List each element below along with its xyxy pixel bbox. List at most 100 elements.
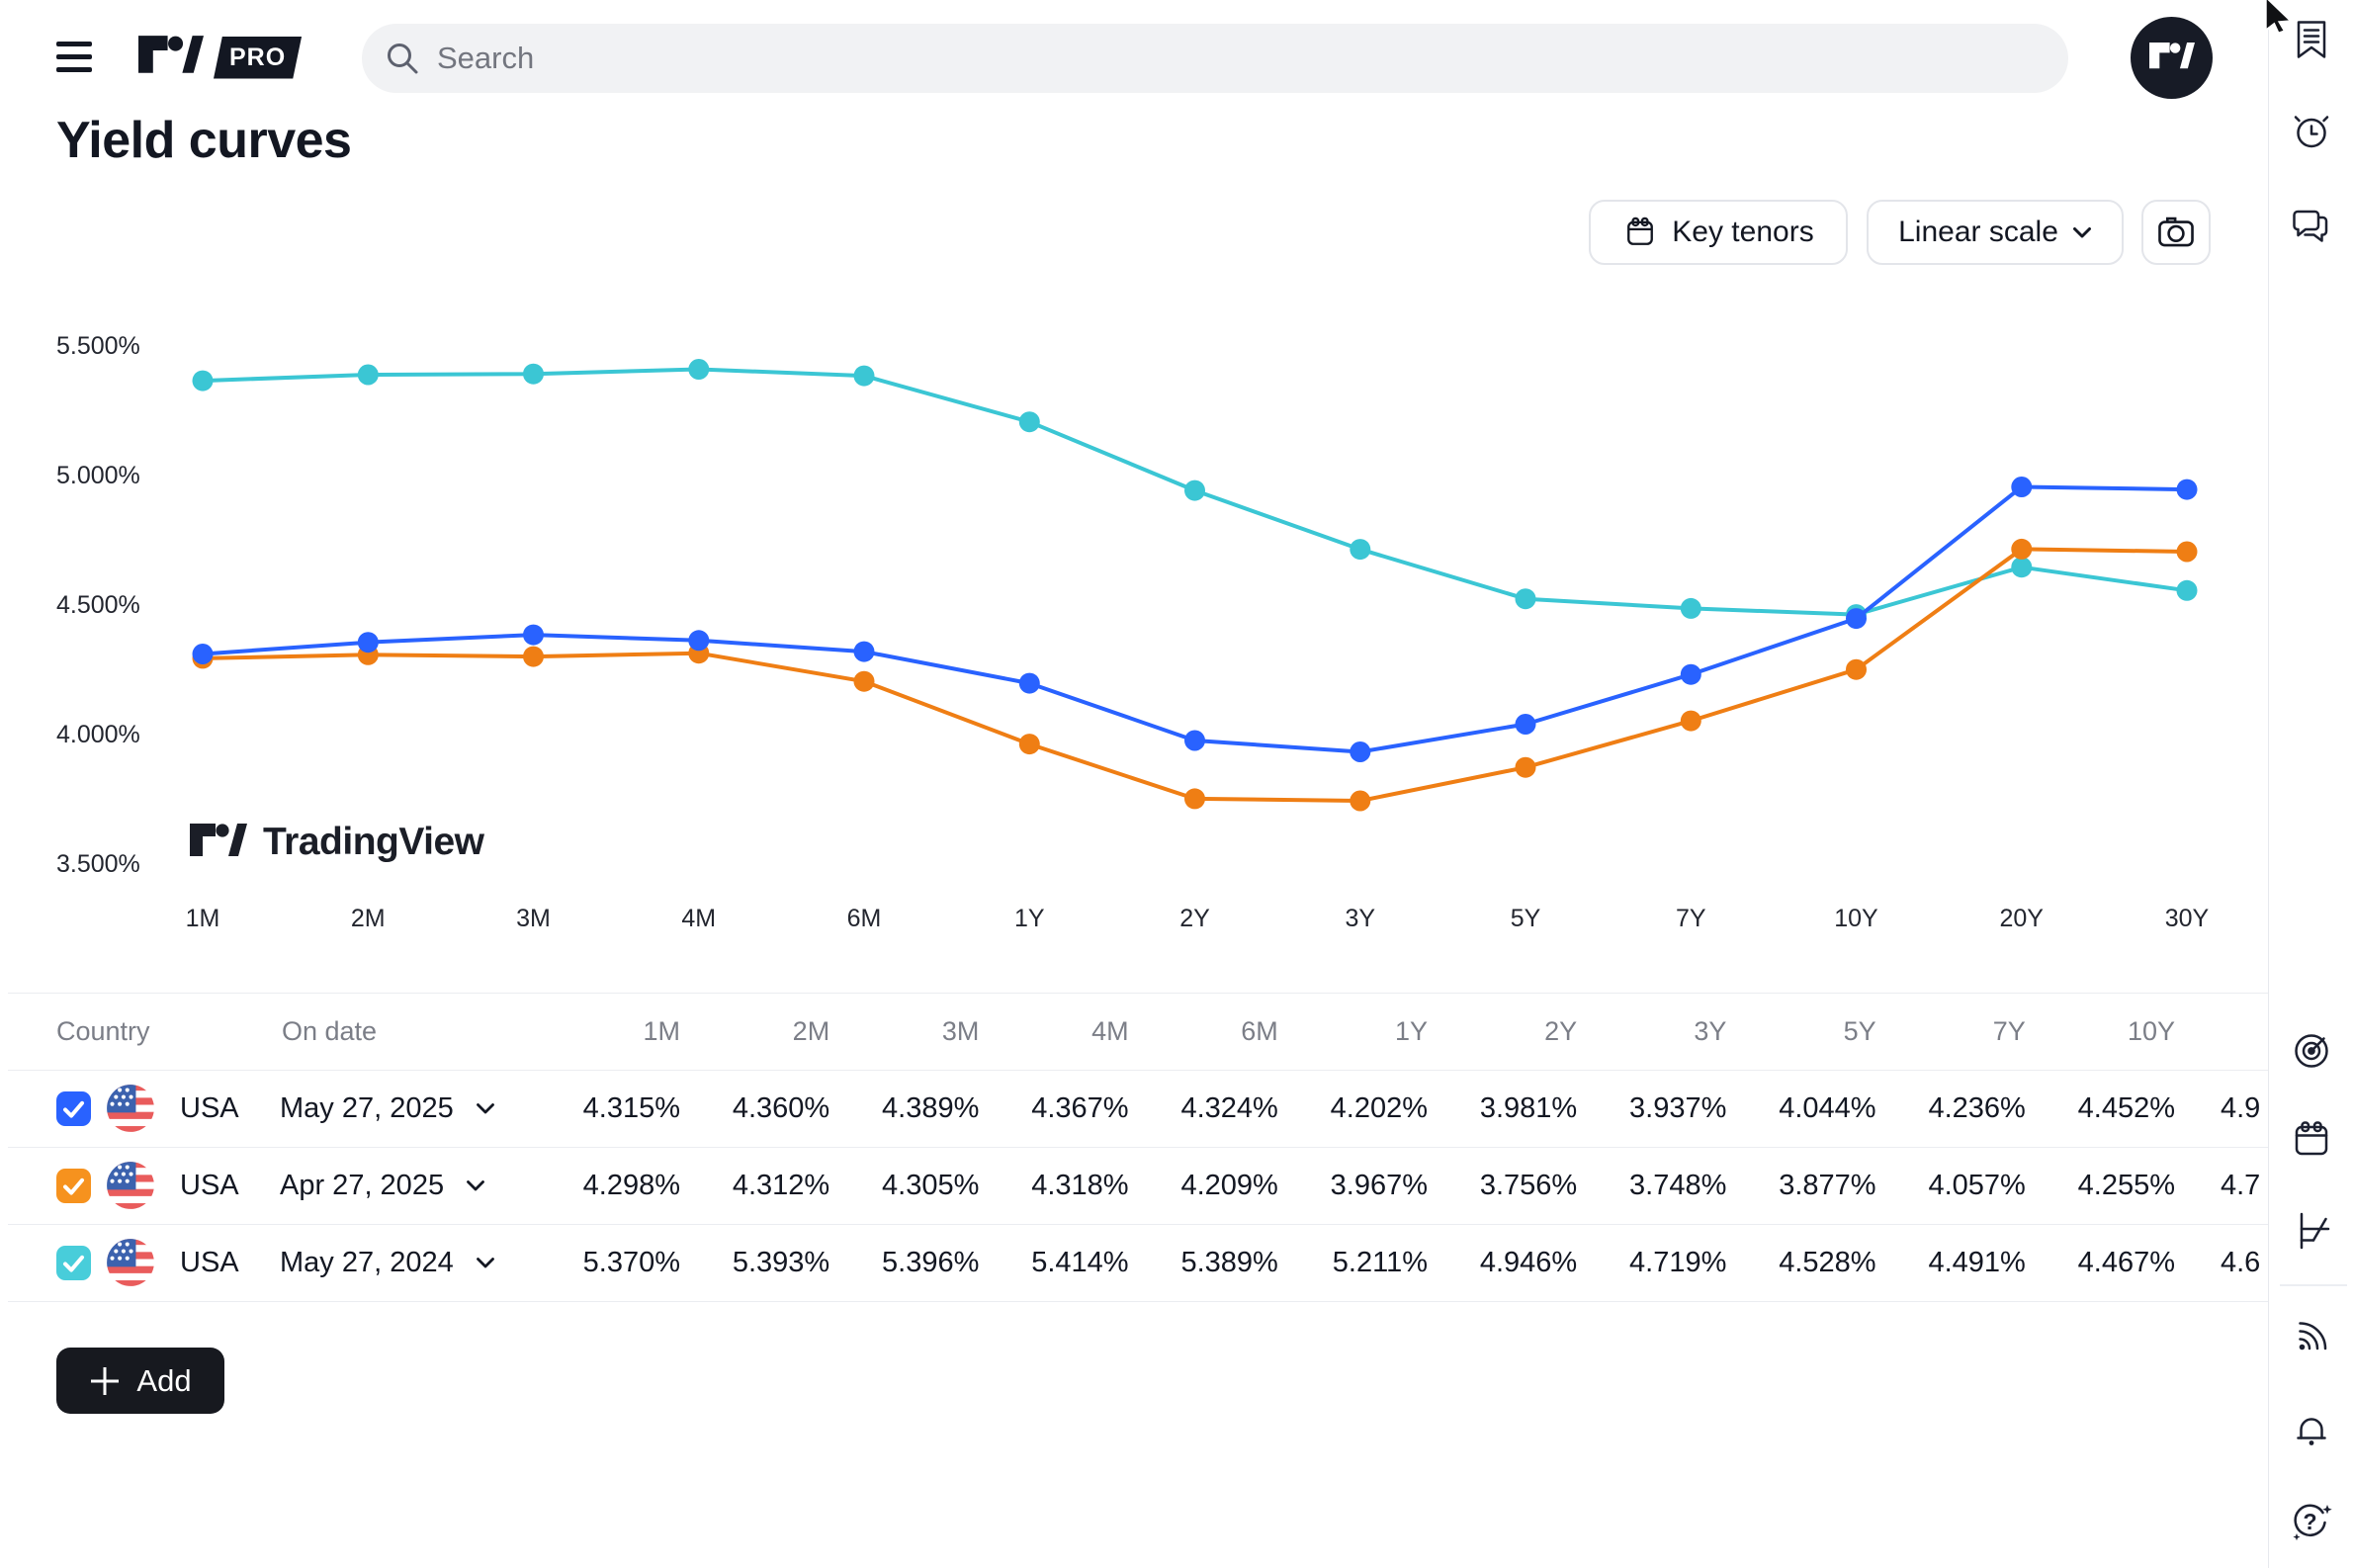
screener-radar-icon[interactable]	[2289, 1027, 2334, 1073]
tradingview-mark-icon	[2148, 42, 2195, 74]
usa-flag-icon	[106, 1238, 155, 1292]
x-axis-tick-label: 1M	[185, 905, 220, 932]
row-divider	[8, 1224, 2268, 1225]
table-cell: 4.389%	[882, 1092, 980, 1124]
user-avatar[interactable]	[2131, 17, 2213, 99]
y-axis-tick-label: 5.500%	[56, 332, 140, 360]
yield-curves-icon[interactable]	[2289, 1208, 2334, 1254]
x-axis-tick-label: 2M	[350, 905, 386, 932]
table-cell: 4.528%	[1779, 1247, 1876, 1278]
alarm-clock-icon[interactable]	[2289, 108, 2334, 153]
table-cell: 5.393%	[732, 1247, 830, 1278]
y-axis-tick-label: 4.000%	[56, 721, 140, 748]
table-header-4m: 4M	[1091, 1016, 1129, 1046]
table-cell: 4.719%	[1629, 1247, 1727, 1278]
table-cell: 3.937%	[1629, 1092, 1727, 1124]
x-axis-tick-label: 4M	[681, 905, 717, 932]
y-axis-tick-label: 3.500%	[56, 850, 140, 878]
tradingview-mark-icon	[190, 823, 247, 862]
scale-selector-label: Linear scale	[1898, 216, 2058, 248]
date-dropdown[interactable]: May 27, 2025	[280, 1090, 495, 1126]
y-axis-tick-label: 4.500%	[56, 591, 140, 619]
calendar-icon[interactable]	[2289, 1117, 2334, 1163]
table-header-10y: 10Y	[2127, 1016, 2175, 1046]
add-button-label: Add	[136, 1362, 192, 1398]
tradingview-mark-icon	[138, 36, 204, 79]
table-cell: 3.756%	[1479, 1170, 1578, 1201]
mouse-cursor	[2262, 0, 2296, 39]
usa-flag-icon	[107, 1239, 154, 1286]
table-header-6m: 6M	[1241, 1016, 1278, 1046]
search-bar[interactable]	[362, 24, 2068, 93]
table-header-on-date: On date	[282, 1016, 378, 1046]
row-divider	[8, 1301, 2268, 1302]
table-cell: 4.452%	[2077, 1092, 2175, 1124]
key-tenors-label: Key tenors	[1672, 216, 1814, 248]
news-feed-icon[interactable]	[2289, 1313, 2334, 1358]
country-label: USA	[180, 1092, 239, 1124]
table-header-2y: 2Y	[1544, 1016, 1578, 1046]
row-checkbox[interactable]	[56, 1091, 91, 1126]
x-axis-tick-label: 7Y	[1675, 905, 1706, 932]
date-dropdown[interactable]: May 27, 2024	[280, 1245, 495, 1280]
table-cell: 3.748%	[1629, 1170, 1727, 1201]
table-header-1m: 1M	[643, 1016, 680, 1046]
table-cell: 4.946%	[1479, 1247, 1578, 1278]
chevron-down-icon	[467, 1179, 484, 1190]
table-cell: 4.312%	[732, 1170, 830, 1201]
table-cell: 4.318%	[1031, 1170, 1129, 1201]
table-cell: 4.360%	[732, 1092, 830, 1124]
help-icon[interactable]: ?	[2289, 1498, 2334, 1543]
yield-curve-chart	[0, 297, 2268, 989]
table-cell: 4.202%	[1330, 1092, 1428, 1124]
sidebar-divider	[2268, 0, 2269, 1568]
usa-flag-icon	[107, 1162, 154, 1209]
table-header-3y: 3Y	[1694, 1016, 1727, 1046]
hamburger-menu-icon[interactable]	[56, 42, 92, 73]
table-cell: 4.236%	[1928, 1092, 2026, 1124]
country-label: USA	[180, 1170, 239, 1201]
table-cell: 4.324%	[1180, 1092, 1278, 1124]
watermark-label: TradingView	[263, 821, 484, 863]
table-cell-clipped: 4.9	[2221, 1092, 2261, 1124]
camera-icon	[2156, 213, 2196, 252]
x-axis-tick-label: 20Y	[1999, 905, 2044, 932]
table-cell: 4.467%	[2077, 1247, 2175, 1278]
sidebar-group-divider	[2280, 1284, 2347, 1286]
x-axis-tick-label: 5Y	[1510, 905, 1541, 932]
table-cell-clipped: 4.6	[2221, 1247, 2261, 1278]
tradingview-logo[interactable]: PRO	[138, 34, 303, 81]
table-header-5y: 5Y	[1843, 1016, 1876, 1046]
table-cell: 4.367%	[1031, 1092, 1129, 1124]
chat-icon[interactable]	[2289, 203, 2334, 248]
usa-flag-icon	[106, 1161, 155, 1215]
table-cell-clipped: 4.7	[2221, 1170, 2261, 1201]
country-label: USA	[180, 1247, 239, 1278]
date-label: Apr 27, 2025	[280, 1170, 445, 1201]
chevron-down-icon	[2072, 226, 2092, 239]
svg-text:?: ?	[2303, 1509, 2316, 1534]
table-header-2m: 2M	[792, 1016, 830, 1046]
table-cell: 3.981%	[1479, 1092, 1578, 1124]
row-checkbox[interactable]	[56, 1169, 91, 1203]
row-divider	[8, 1070, 2268, 1071]
row-checkbox[interactable]	[56, 1246, 91, 1280]
x-axis-tick-label: 3M	[516, 905, 551, 932]
row-divider	[8, 1147, 2268, 1148]
notifications-bell-icon[interactable]	[2289, 1408, 2334, 1453]
key-tenors-button[interactable]: Key tenors	[1589, 200, 1848, 265]
table-cell: 5.370%	[582, 1247, 680, 1278]
date-label: May 27, 2025	[280, 1092, 454, 1124]
table-cell: 4.305%	[882, 1170, 980, 1201]
table-header-3m: 3M	[941, 1016, 980, 1046]
x-axis-tick-label: 1Y	[1013, 905, 1045, 932]
x-axis-tick-label: 2Y	[1179, 905, 1210, 932]
scale-selector[interactable]: Linear scale	[1867, 200, 2124, 265]
watchlist-icon[interactable]	[2289, 17, 2334, 62]
date-dropdown[interactable]: Apr 27, 2025	[280, 1168, 485, 1203]
snapshot-camera-button[interactable]	[2141, 200, 2211, 265]
plus-icon	[89, 1365, 121, 1397]
add-curve-button[interactable]: Add	[56, 1348, 224, 1414]
search-input[interactable]	[435, 40, 1922, 77]
